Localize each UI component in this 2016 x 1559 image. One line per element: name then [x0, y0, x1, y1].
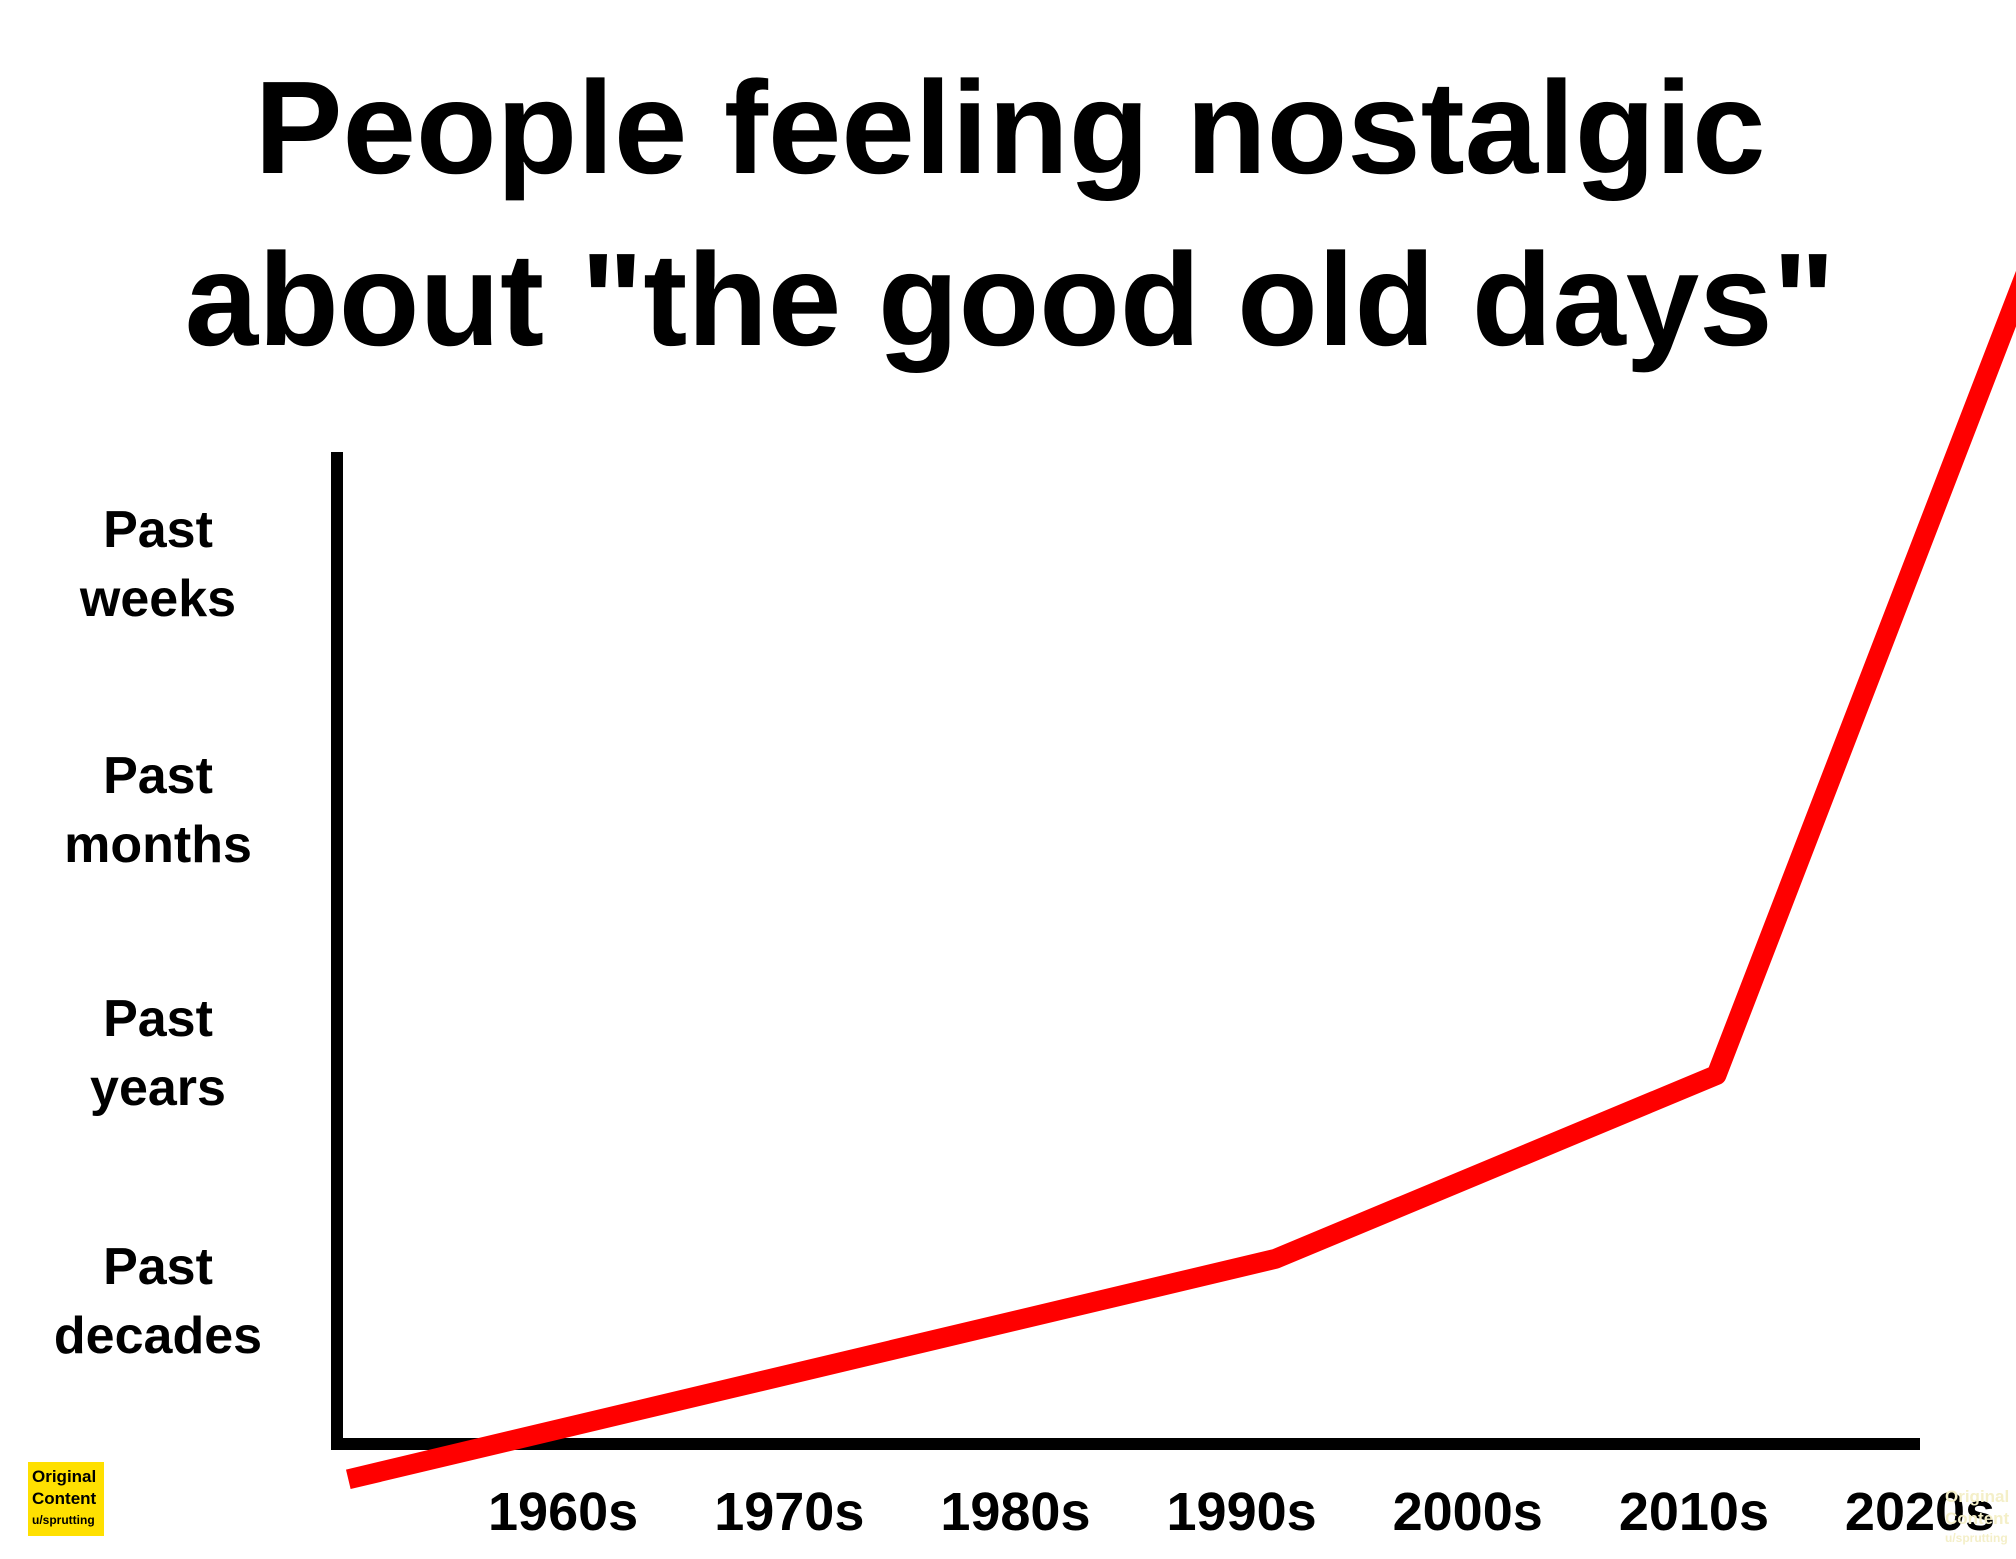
y-tick-years: Past years [90, 990, 226, 1117]
y-tick-label: months [64, 816, 252, 874]
badge-line-2: Content [32, 1489, 97, 1508]
y-tick-label: Past [103, 747, 213, 805]
y-tick-decades: Past decades [54, 1238, 262, 1365]
y-tick-label: Past [103, 501, 213, 559]
y-tick-label: decades [54, 1307, 262, 1365]
chart-title-line-2: about "the good old days" [185, 226, 1835, 373]
watermark-line-3: u/sprutting [1945, 1531, 2008, 1545]
x-tick-label: 1990s [1167, 1482, 1317, 1542]
x-tick-label: 1970s [714, 1482, 864, 1542]
x-tick-labels: 1960s 1970s 1980s 1990s 2000s 2010s 2020s [488, 1482, 1995, 1542]
x-tick-label: 1960s [488, 1482, 638, 1542]
y-tick-label: Past [103, 1238, 213, 1296]
x-tick-label: 2000s [1393, 1482, 1543, 1542]
y-tick-weeks: Past weeks [79, 501, 236, 628]
y-tick-label: years [90, 1059, 226, 1117]
y-tick-months: Past months [64, 747, 252, 874]
x-tick-label: 2010s [1619, 1482, 1769, 1542]
badge-line-1: Original [32, 1467, 96, 1486]
badge-line-3: u/sprutting [32, 1513, 95, 1527]
x-tick-label: 2020s [1845, 1482, 1995, 1542]
watermark-line-2: Content [1945, 1509, 2010, 1528]
badge-background [28, 1462, 104, 1536]
faint-watermark: Original Content u/sprutting [1945, 1487, 2010, 1545]
chart-title-line-1: People feeling nostalgic [255, 54, 1766, 201]
x-tick-label: 1980s [940, 1482, 1090, 1542]
y-tick-label: Past [103, 990, 213, 1048]
watermark-line-1: Original [1945, 1487, 2009, 1506]
y-tick-label: weeks [79, 570, 236, 628]
series-line [345, 270, 2016, 1490]
original-content-badge: Original Content u/sprutting [28, 1462, 104, 1536]
